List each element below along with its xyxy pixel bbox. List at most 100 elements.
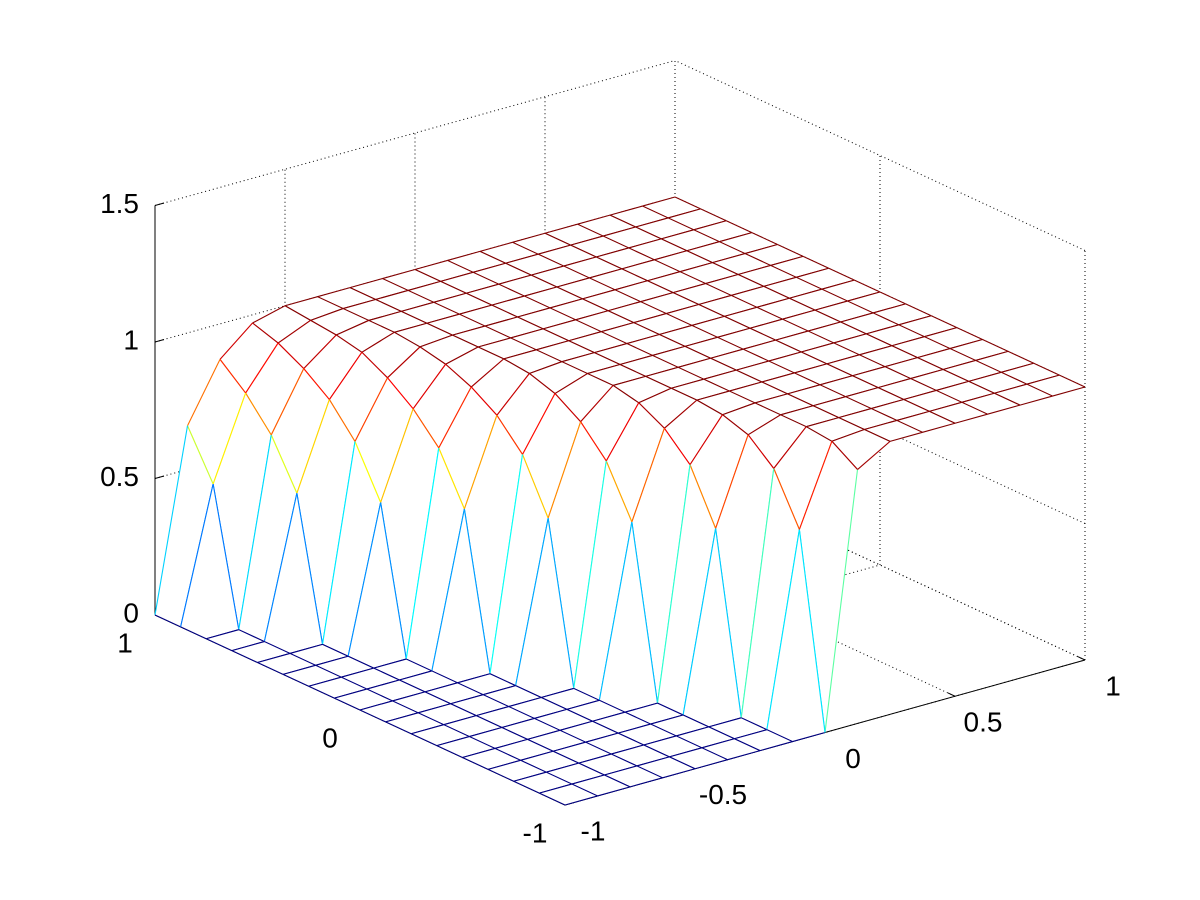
mesh-edge xyxy=(289,643,323,654)
mesh-edge xyxy=(431,670,458,684)
mesh-edge xyxy=(669,756,696,770)
mesh-edge xyxy=(399,670,433,681)
mesh-edge xyxy=(1001,371,1028,385)
mesh-edge xyxy=(375,289,409,301)
mesh-edge xyxy=(602,226,636,237)
mesh-edge xyxy=(321,441,356,645)
mesh-edge xyxy=(631,428,665,523)
y-tick-label: 0 xyxy=(322,722,338,753)
mesh-edge xyxy=(575,310,609,321)
mesh-edge xyxy=(589,277,616,291)
mesh-edge xyxy=(438,447,465,510)
mesh-face xyxy=(773,426,832,530)
mesh-edge xyxy=(452,325,486,336)
mesh-edge xyxy=(871,408,898,421)
mesh-edge xyxy=(866,324,899,335)
mesh-edge xyxy=(754,402,781,416)
mesh-edge xyxy=(539,783,573,794)
mesh-edge xyxy=(684,336,718,347)
mesh-edge xyxy=(462,757,489,770)
mesh-edge xyxy=(542,328,569,342)
mesh-edge xyxy=(547,518,575,689)
mesh-edge xyxy=(303,334,337,369)
z-tick-label: 0.5 xyxy=(100,461,139,492)
mesh-edge xyxy=(749,327,776,341)
mesh-edge xyxy=(689,464,717,529)
mesh-edge xyxy=(597,786,631,797)
mesh-edge xyxy=(470,386,498,416)
mesh-edge xyxy=(496,415,523,455)
mesh-edge xyxy=(802,255,829,269)
mesh-edge xyxy=(677,366,704,380)
mesh-edge xyxy=(889,431,923,442)
mesh-face xyxy=(438,387,497,509)
mesh-face xyxy=(657,464,716,715)
mesh-edge xyxy=(308,685,335,699)
mesh-face xyxy=(187,359,246,485)
mesh-edge xyxy=(652,345,686,356)
mesh-edge xyxy=(578,753,612,764)
mesh-edge xyxy=(691,315,725,326)
mesh-edge xyxy=(334,697,361,711)
mesh-edge xyxy=(382,278,409,291)
mesh-edge xyxy=(676,735,703,749)
mesh-edge xyxy=(770,264,797,278)
mesh-edge xyxy=(310,319,337,336)
mesh-edge xyxy=(744,243,778,255)
mesh-edge xyxy=(806,417,839,428)
mesh-edge xyxy=(1026,383,1053,397)
mesh-edge xyxy=(949,338,983,350)
mesh-edge xyxy=(424,682,458,693)
mesh-edge xyxy=(731,294,758,308)
mesh-edge xyxy=(994,392,1021,406)
mesh-edge xyxy=(341,667,374,678)
mesh-edge xyxy=(277,342,305,369)
mesh-edge xyxy=(777,244,804,257)
mesh-edge xyxy=(903,389,937,401)
mesh-edge xyxy=(515,518,549,686)
mesh-edge xyxy=(382,268,416,280)
mesh-edge xyxy=(705,283,732,296)
mesh-edge xyxy=(719,241,746,255)
mesh-edge xyxy=(845,396,872,410)
mesh-edge xyxy=(414,269,441,282)
mesh-edge xyxy=(436,745,463,758)
mesh-edge xyxy=(334,688,368,699)
mesh-edge xyxy=(968,371,1002,382)
mesh-edge xyxy=(282,664,316,675)
mesh-edge xyxy=(633,322,660,335)
mesh-edge xyxy=(542,319,576,330)
mesh-edge xyxy=(727,750,761,761)
mesh-edge xyxy=(708,717,742,728)
mesh-edge xyxy=(289,652,316,666)
mesh-edge xyxy=(726,220,753,234)
mesh-edge xyxy=(805,426,833,442)
mesh-edge xyxy=(601,322,634,333)
mesh-edge xyxy=(645,375,672,389)
mesh-edge xyxy=(661,229,694,240)
mesh-edge xyxy=(580,385,614,423)
mesh-face xyxy=(806,417,865,442)
mesh-edge xyxy=(607,310,634,324)
mesh-edge xyxy=(684,345,711,359)
mesh-edge xyxy=(689,414,723,466)
mesh-edge xyxy=(401,301,434,312)
mesh-edge xyxy=(903,399,930,412)
mesh-edge xyxy=(794,363,828,374)
mesh-edge xyxy=(513,780,540,794)
mesh-edge xyxy=(366,688,393,702)
mesh-edge xyxy=(982,339,1009,352)
mesh-edge xyxy=(589,268,623,279)
mesh-edge xyxy=(547,421,582,519)
mesh-edge xyxy=(624,702,658,713)
mesh-edge xyxy=(552,750,579,764)
mesh-edge xyxy=(470,358,505,388)
mesh-edge xyxy=(549,307,576,321)
x-tick-label: 0 xyxy=(845,743,861,774)
mesh-edge xyxy=(407,289,434,303)
mesh-edge xyxy=(924,336,951,350)
mesh-edge xyxy=(701,747,728,761)
mesh-edge xyxy=(737,264,771,276)
mesh-edge xyxy=(654,259,681,273)
mesh-edge xyxy=(612,375,646,386)
